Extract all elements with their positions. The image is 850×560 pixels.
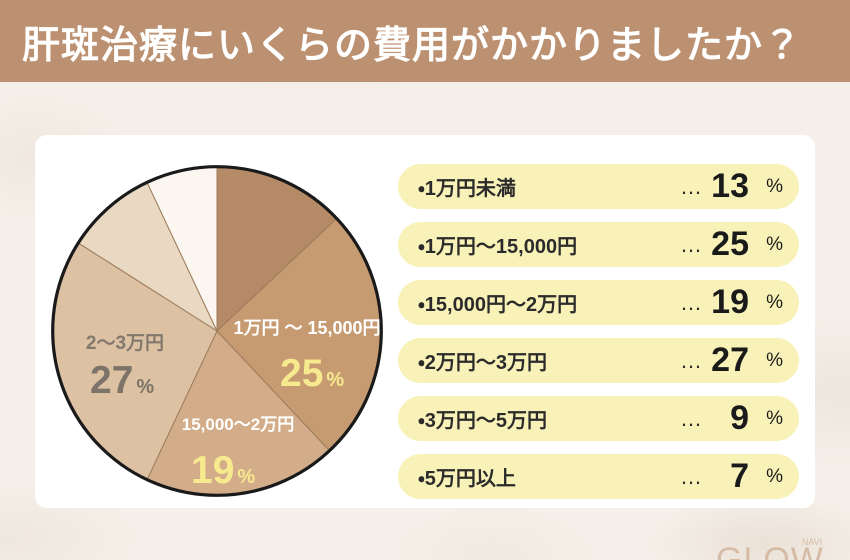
svg-text:2〜3万円: 2〜3万円 <box>86 333 164 354</box>
svg-text:15,000～2万円: 15,000～2万円 <box>182 415 294 434</box>
svg-text:1万円 ～ 15,000円: 1万円 ～ 15,000円 <box>233 318 380 338</box>
